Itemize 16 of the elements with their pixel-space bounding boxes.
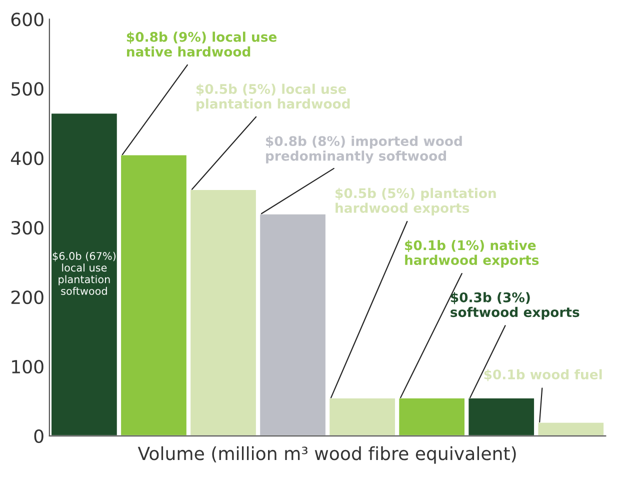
x-axis-title: Volume (million m³ wood fibre equivalent) <box>138 446 516 464</box>
y-tick-label: 600 <box>11 12 44 26</box>
annotation: $0.5b (5%) plantation hardwood exports <box>336 188 496 216</box>
y-tick-label: 100 <box>12 360 44 374</box>
y-tick-label: 500 <box>12 82 44 96</box>
annotation: $0.1b (1%) native hardwood exports <box>405 240 539 268</box>
annotation: $0.8b (8%) imported wood predominantly softwood <box>266 136 462 164</box>
annotation: $0.8b (9%) local use native hardwood <box>126 32 277 57</box>
annotation: $0.3b (3%) softwood exports <box>450 292 580 320</box>
y-tick-label: 200 <box>11 290 44 304</box>
y-tick-label: 400 <box>11 152 44 166</box>
annotation: $6.0b (67%) local use plantation softwood <box>52 252 116 295</box>
annotation: $0.1b wood fuel <box>484 369 602 382</box>
y-tick-label: 0 <box>34 429 44 444</box>
y-tick-label: 300 <box>11 220 44 235</box>
annotation: $0.5b (5%) local use plantation hardwood <box>196 84 350 112</box>
